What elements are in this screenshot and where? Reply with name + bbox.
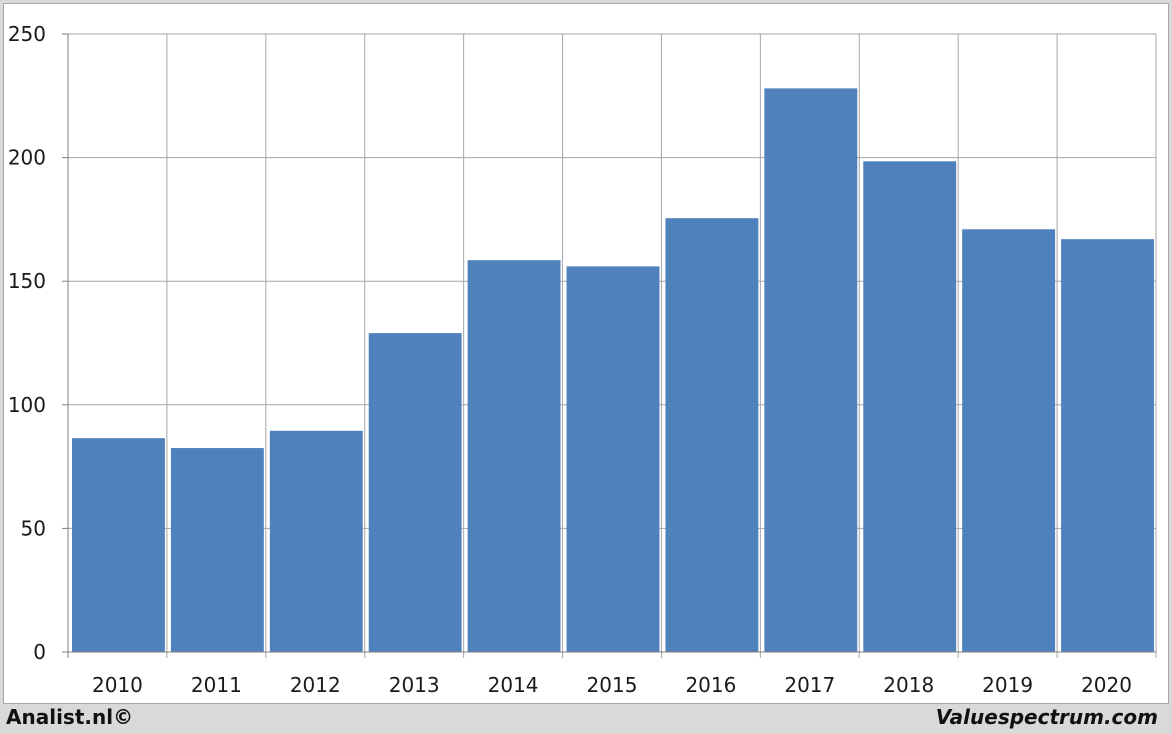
- x-tick-label: 2011: [191, 673, 242, 697]
- x-tick-label: 2013: [389, 673, 440, 697]
- x-tick-label: 2012: [290, 673, 341, 697]
- bar-2011: [170, 448, 264, 652]
- bar-2016: [665, 218, 759, 652]
- x-tick-label: 2019: [982, 673, 1033, 697]
- bar-2020: [1061, 239, 1154, 652]
- source-label: Analist.nl©: [6, 705, 134, 729]
- x-tick-label: 2016: [685, 673, 736, 697]
- y-tick-label: 0: [33, 640, 46, 664]
- x-tick-label: 2017: [784, 673, 835, 697]
- y-tick-label: 100: [8, 393, 46, 417]
- x-tick-label: 2015: [587, 673, 638, 697]
- bar-2017: [764, 88, 858, 652]
- x-tick-labels: 2010 2011 2012 2013 2014 2015 2016 2017 2018 2019…: [92, 673, 1132, 697]
- x-tick-label: 2020: [1081, 673, 1132, 697]
- y-tick-labels: 0 50 100 150 200 250: [8, 22, 46, 664]
- bar-2010: [72, 438, 165, 652]
- y-tick-label: 50: [21, 516, 46, 540]
- x-tick-label: 2014: [488, 673, 539, 697]
- bar-2013: [368, 333, 462, 652]
- bar-2012: [269, 430, 363, 652]
- x-tick-label: 2010: [92, 673, 143, 697]
- y-tick-label: 250: [8, 22, 46, 46]
- axes: [62, 33, 1156, 658]
- bars: [72, 88, 1154, 653]
- watermark-label: Valuespectrum.com: [935, 705, 1158, 729]
- bar-2015: [566, 266, 660, 652]
- x-tick-label: 2018: [883, 673, 934, 697]
- bar-2014: [467, 260, 561, 652]
- bar-2019: [962, 229, 1056, 652]
- y-tick-label: 150: [8, 269, 46, 293]
- bar-2018: [863, 161, 957, 653]
- y-tick-label: 200: [8, 146, 46, 170]
